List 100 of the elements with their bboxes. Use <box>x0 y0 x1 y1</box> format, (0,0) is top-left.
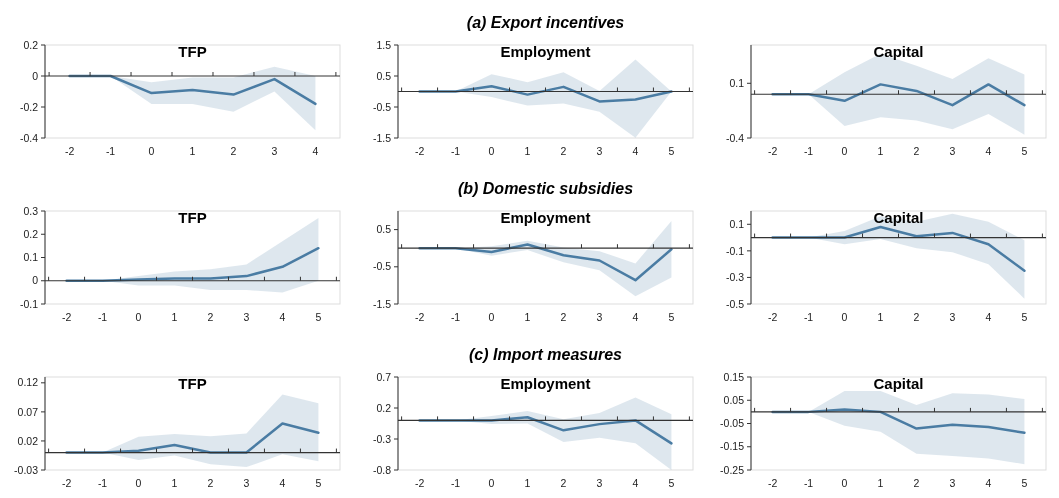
x-tick-label: 4 <box>985 311 992 323</box>
x-tick-label: 0 <box>488 477 495 489</box>
x-tick-label: -2 <box>767 311 778 323</box>
x-tick-label: -2 <box>61 477 72 489</box>
y-tick-label: 0.7 <box>376 370 392 383</box>
y-tick-label: 0.5 <box>376 69 392 82</box>
y-tick-label: 0.1 <box>729 76 745 89</box>
x-tick-label: 0 <box>841 145 848 157</box>
chart-title: Capital <box>873 43 924 60</box>
x-tick-label: 3 <box>949 477 956 489</box>
x-tick-label: 3 <box>596 145 603 157</box>
x-tick-label: 1 <box>171 311 178 323</box>
x-tick-label: -1 <box>450 145 461 157</box>
x-tick-label: 0 <box>488 145 495 157</box>
x-tick-label: 3 <box>596 311 603 323</box>
x-tick-label: -1 <box>105 145 116 157</box>
x-tick-label: 5 <box>668 477 675 489</box>
x-tick-label: -1 <box>450 311 461 323</box>
x-tick-label: 5 <box>1021 145 1028 157</box>
x-tick-label: 1 <box>877 311 884 323</box>
x-tick-label: -2 <box>767 477 778 489</box>
x-tick-label: 3 <box>949 311 956 323</box>
x-tick-label: 4 <box>985 145 992 157</box>
x-tick-label: 1 <box>524 145 531 157</box>
chart-title: Capital <box>873 375 924 392</box>
x-tick-label: 5 <box>315 477 322 489</box>
x-tick-label: 1 <box>171 477 178 489</box>
y-tick-label: -0.05 <box>720 417 745 430</box>
y-tick-label: 0 <box>32 274 39 287</box>
y-tick-label: 0.1 <box>23 251 39 264</box>
x-tick-label: -1 <box>97 477 108 489</box>
y-tick-label: -0.4 <box>725 131 745 144</box>
x-tick-label: 2 <box>207 477 214 489</box>
x-tick-label: 4 <box>632 477 639 489</box>
y-tick-label: 0.2 <box>376 401 392 414</box>
y-tick-label: 0.3 <box>23 204 39 217</box>
x-tick-label: 0 <box>148 145 155 157</box>
y-tick-label: -0.4 <box>19 131 39 144</box>
chart-title: Employment <box>500 43 591 60</box>
x-tick-label: 0 <box>841 311 848 323</box>
line-series <box>771 225 1026 273</box>
line-series <box>418 84 673 103</box>
line-series <box>65 246 320 282</box>
y-tick-label: 0.2 <box>23 227 39 240</box>
x-tick-label: -1 <box>803 145 814 157</box>
x-tick-label: 1 <box>524 477 531 489</box>
y-tick-label: -0.15 <box>720 440 745 453</box>
x-tick-label: 5 <box>315 311 322 323</box>
x-tick-label: 3 <box>949 145 956 157</box>
x-tick-label: 0 <box>841 477 848 489</box>
x-tick-label: 2 <box>560 477 567 489</box>
y-tick-label: -0.5 <box>372 260 392 273</box>
x-tick-label: 2 <box>913 311 920 323</box>
x-tick-label: 5 <box>668 145 675 157</box>
chart-subtitle: (c) Import measures <box>469 346 623 363</box>
x-tick-label: 2 <box>913 145 920 157</box>
x-tick-label: 3 <box>243 311 250 323</box>
y-tick-label: -0.2 <box>19 100 39 113</box>
x-tick-label: 0 <box>135 311 142 323</box>
chart-title: Employment <box>500 375 591 392</box>
y-tick-label: 1.5 <box>376 38 392 51</box>
y-tick-label: 0.12 <box>17 376 39 389</box>
x-tick-label: 5 <box>668 311 675 323</box>
x-tick-label: 3 <box>271 145 278 157</box>
y-tick-label: -0.1 <box>725 244 745 257</box>
x-tick-label: 4 <box>279 477 286 489</box>
x-tick-label: -1 <box>97 311 108 323</box>
y-tick-label: 0.07 <box>17 405 39 418</box>
x-tick-label: 1 <box>189 145 196 157</box>
x-tick-label: 0 <box>488 311 495 323</box>
x-tick-label: 2 <box>230 145 237 157</box>
x-tick-label: -2 <box>414 477 425 489</box>
x-tick-label: -2 <box>61 311 72 323</box>
x-tick-label: 5 <box>1021 477 1028 489</box>
y-tick-label: -0.5 <box>372 100 392 113</box>
x-tick-label: 4 <box>279 311 286 323</box>
chart-title: TFP <box>178 375 207 392</box>
y-tick-label: -1.5 <box>372 297 392 310</box>
x-tick-label: 3 <box>243 477 250 489</box>
chart-title: TFP <box>178 43 207 60</box>
x-tick-label: -2 <box>64 145 75 157</box>
y-tick-label: -0.1 <box>19 297 39 310</box>
y-tick-label: -1.5 <box>372 131 392 144</box>
y-tick-label: -0.25 <box>720 463 745 476</box>
y-tick-label: 0.15 <box>723 370 745 383</box>
x-tick-label: 4 <box>632 311 639 323</box>
y-tick-label: 0.2 <box>23 38 39 51</box>
y-tick-label: 0 <box>32 69 39 82</box>
x-tick-label: 4 <box>312 145 319 157</box>
x-tick-label: 2 <box>560 311 567 323</box>
x-tick-label: 0 <box>135 477 142 489</box>
line-series <box>418 243 673 282</box>
x-tick-label: 3 <box>596 477 603 489</box>
y-tick-label: 0.5 <box>376 223 392 236</box>
y-tick-label: -0.3 <box>725 271 745 284</box>
y-tick-label: 0.1 <box>729 217 745 230</box>
y-tick-label: 0.02 <box>17 434 39 447</box>
line-series <box>771 83 1026 107</box>
y-tick-label: -0.03 <box>14 463 39 476</box>
x-tick-label: 4 <box>632 145 639 157</box>
